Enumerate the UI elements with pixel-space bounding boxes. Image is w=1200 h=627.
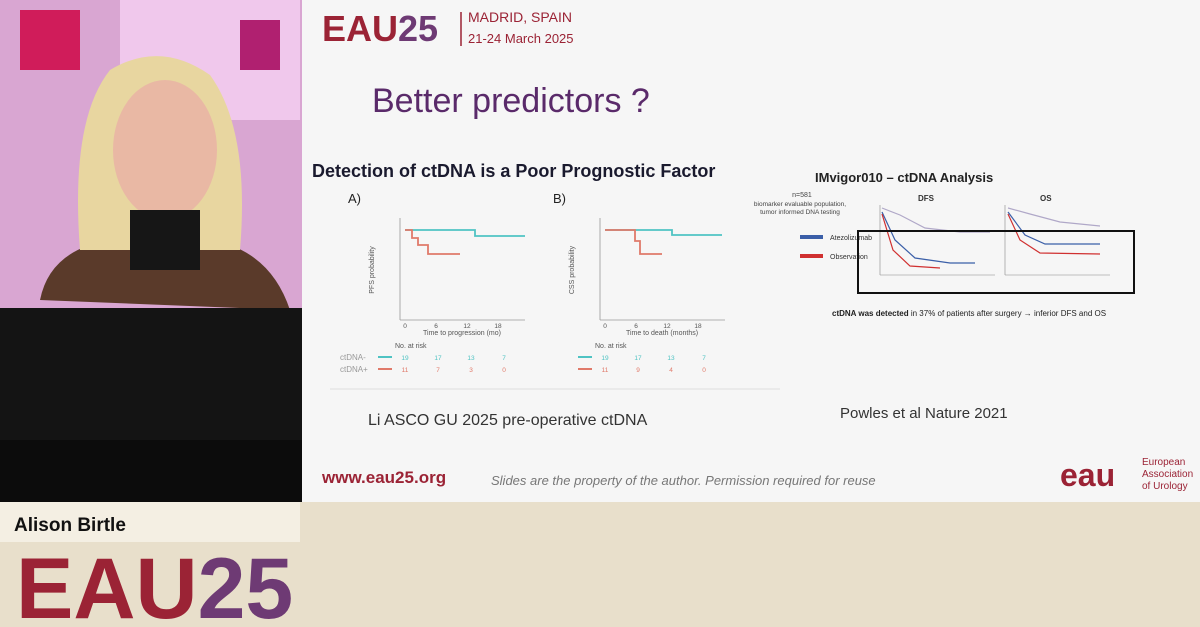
panel-footnote: ctDNA was detected in 37% of patients af… (832, 309, 1106, 318)
risk-count: 3 (469, 367, 473, 374)
risk-title: No. at risk (395, 343, 427, 350)
risk-count: 7 (436, 367, 440, 374)
legend-label: Observation (830, 254, 868, 261)
x-tick-label: 0 (603, 323, 607, 330)
axis-label: PFS probability (369, 246, 376, 294)
org-name: Association (1142, 469, 1193, 480)
note: n=581 (792, 192, 812, 199)
risk-count: 4 (669, 367, 673, 374)
risk-count: 13 (467, 355, 475, 362)
row-label: ctDNA+ (340, 365, 368, 374)
risk-count: 11 (602, 367, 609, 374)
speaker-body (40, 240, 290, 310)
risk-count: 11 (402, 367, 409, 374)
org-logo: eau (1060, 457, 1115, 493)
speaker-name: Alison Birtle (14, 515, 126, 536)
panel-heading: Detection of ctDNA is a Poor Prognostic … (312, 161, 715, 181)
x-tick-label: 12 (663, 323, 671, 330)
risk-count: 0 (502, 367, 506, 374)
slide (302, 0, 1200, 502)
km-plot-a (399, 218, 525, 321)
event-logo: EAU25 (322, 8, 438, 49)
note: biomarker evaluable population, (754, 201, 846, 208)
slide-title: Better predictors ? (372, 82, 650, 120)
x-tick-label: 0 (403, 323, 407, 330)
risk-count: 7 (702, 355, 706, 362)
stage-decor (20, 10, 80, 70)
risk-count: 17 (634, 355, 642, 362)
risk-count: 17 (434, 355, 442, 362)
row-label: ctDNA- (340, 353, 366, 362)
axis-label: CSS probability (569, 245, 576, 294)
risk-count: 9 (636, 367, 640, 374)
risk-count: 13 (667, 355, 675, 362)
podium-base (0, 440, 302, 502)
x-tick-label: 12 (463, 323, 471, 330)
speaker-face (113, 80, 217, 220)
highlight-box (857, 230, 1135, 294)
event-city: MADRID, SPAIN (468, 9, 572, 25)
axis-label: Time to progression (mo) (423, 330, 501, 337)
caption: Powles et al Nature 2021 (840, 405, 1008, 422)
x-tick-label: 6 (434, 323, 438, 330)
risk-count: 19 (601, 355, 609, 362)
panel-heading: IMvigor010 – ctDNA Analysis (815, 170, 993, 185)
legend-label: Atezolizumab (830, 235, 872, 242)
risk-title: No. at risk (595, 343, 627, 350)
stage-decor (240, 20, 280, 70)
event-dates: 21-24 March 2025 (468, 31, 574, 46)
note: tumor informed DNA testing (760, 209, 840, 216)
x-tick-label: 18 (694, 323, 702, 330)
x-tick-label: 6 (634, 323, 638, 330)
plot-label: OS (1040, 194, 1052, 203)
risk-count: 0 (702, 367, 706, 374)
speaker-collar (130, 210, 200, 270)
event-brand: EAU25 (16, 541, 293, 627)
name-plate (0, 502, 300, 542)
caption: Li ASCO GU 2025 pre-operative ctDNA (368, 412, 648, 429)
x-tick-label: 18 (494, 323, 502, 330)
footer-disclaimer: Slides are the property of the author. P… (491, 473, 876, 488)
plot-label: DFS (918, 194, 935, 203)
km-plot-b (599, 218, 725, 321)
org-name: of Urology (1142, 481, 1188, 492)
plot-label: A) (348, 191, 361, 206)
plot-label: B) (553, 191, 566, 206)
footer-url: www.eau25.org (321, 468, 446, 487)
axis-label: Time to death (months) (626, 330, 698, 337)
risk-count: 19 (401, 355, 409, 362)
org-name: European (1142, 457, 1185, 468)
risk-count: 7 (502, 355, 506, 362)
